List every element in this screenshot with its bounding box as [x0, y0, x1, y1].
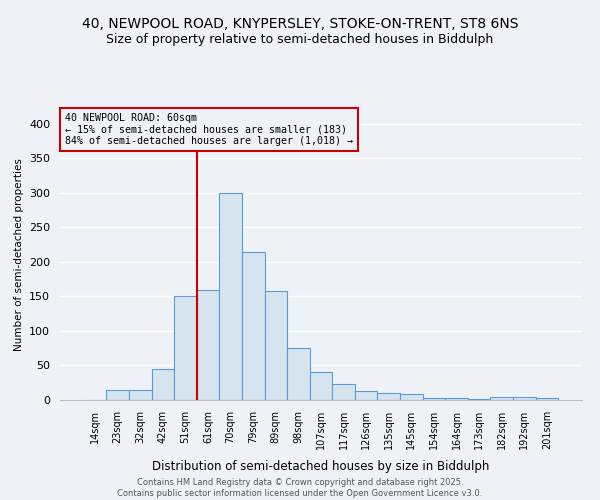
Bar [445, 398, 468, 400]
Y-axis label: Number of semi-detached properties: Number of semi-detached properties [14, 158, 23, 352]
Bar [220, 193, 242, 400]
Bar [106, 390, 129, 400]
Bar [400, 394, 422, 400]
Bar [377, 393, 400, 400]
Bar [513, 397, 536, 400]
Text: Size of property relative to semi-detached houses in Biddulph: Size of property relative to semi-detach… [106, 32, 494, 46]
Bar [490, 397, 513, 400]
Bar [152, 369, 174, 400]
Bar [332, 384, 355, 400]
X-axis label: Distribution of semi-detached houses by size in Biddulph: Distribution of semi-detached houses by … [152, 460, 490, 473]
Bar [197, 290, 220, 400]
Bar [265, 291, 287, 400]
Text: 40, NEWPOOL ROAD, KNYPERSLEY, STOKE-ON-TRENT, ST8 6NS: 40, NEWPOOL ROAD, KNYPERSLEY, STOKE-ON-T… [82, 18, 518, 32]
Bar [355, 391, 377, 400]
Text: 40 NEWPOOL ROAD: 60sqm
← 15% of semi-detached houses are smaller (183)
84% of se: 40 NEWPOOL ROAD: 60sqm ← 15% of semi-det… [65, 113, 353, 146]
Bar [422, 398, 445, 400]
Bar [310, 372, 332, 400]
Bar [536, 398, 558, 400]
Text: Contains HM Land Registry data © Crown copyright and database right 2025.
Contai: Contains HM Land Registry data © Crown c… [118, 478, 482, 498]
Bar [174, 296, 197, 400]
Bar [129, 390, 152, 400]
Bar [287, 348, 310, 400]
Bar [242, 252, 265, 400]
